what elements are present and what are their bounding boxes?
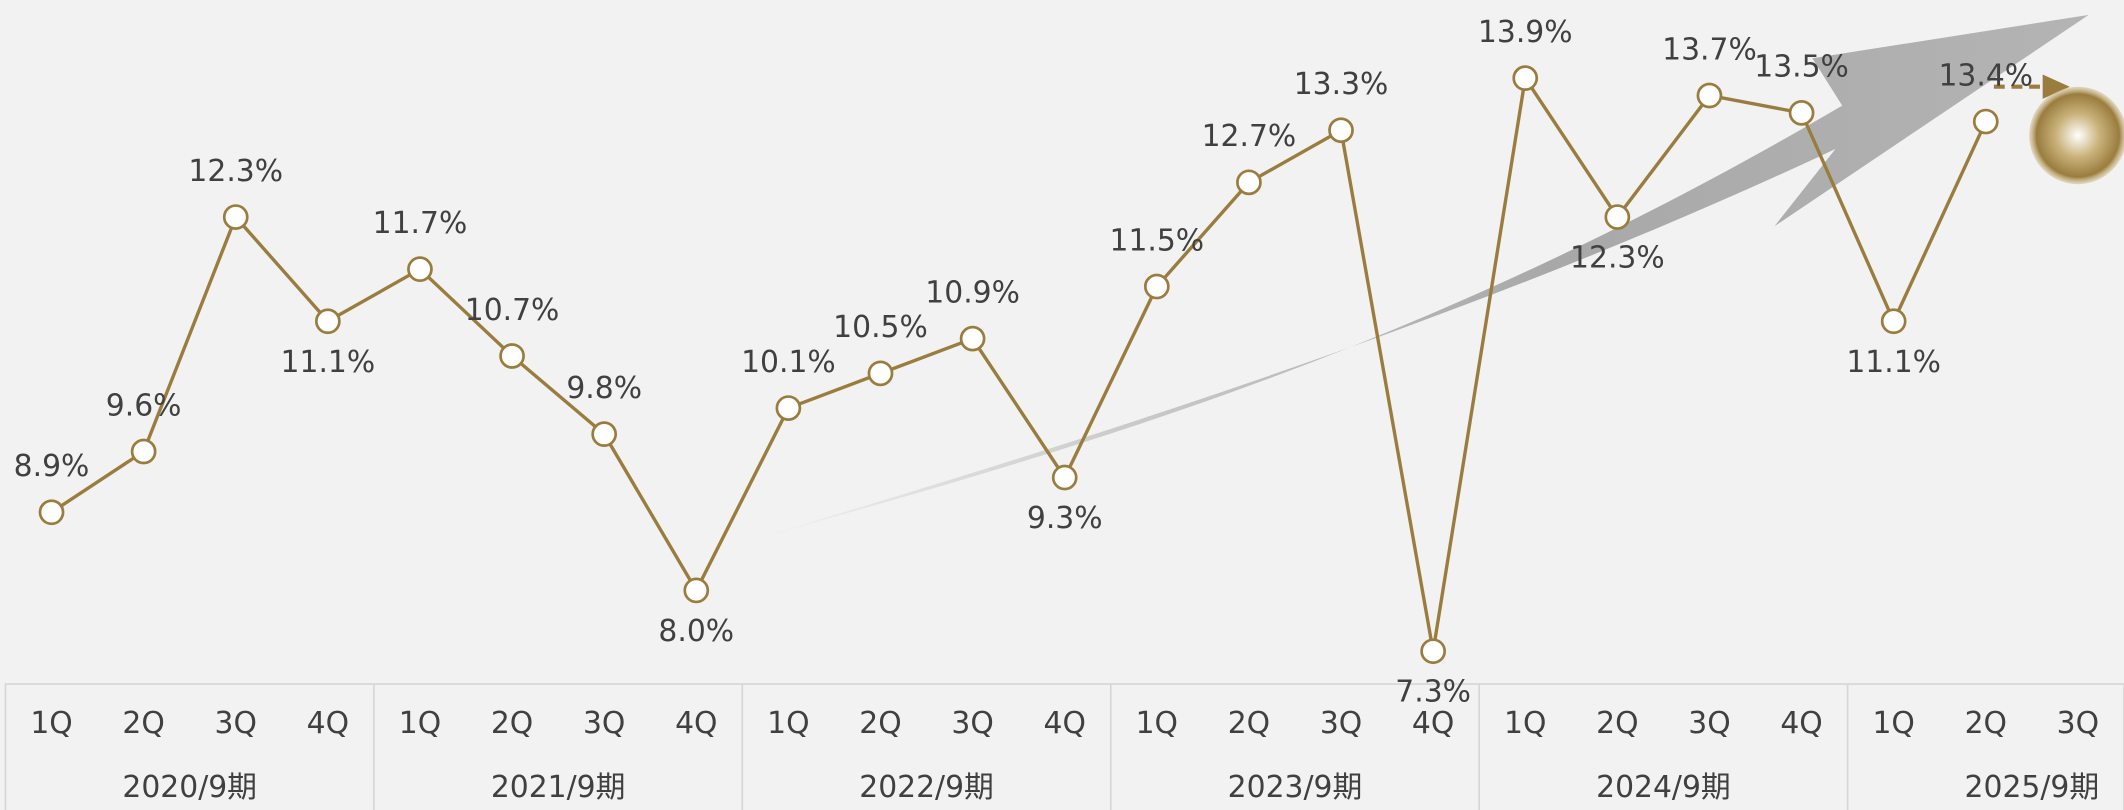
group-label: 2020/9期 — [122, 770, 257, 805]
x-tick-label: 1Q — [767, 706, 809, 741]
data-label: 10.5% — [833, 310, 928, 345]
data-point — [499, 343, 525, 369]
data-point — [683, 577, 710, 604]
data-label: 13.4% — [1938, 58, 2033, 93]
data-label: 7.3% — [1395, 675, 1471, 710]
data-point — [1972, 108, 1999, 135]
data-point — [1143, 273, 1170, 300]
x-tick-label: 3Q — [583, 706, 625, 741]
x-tick-label: 1Q — [399, 706, 441, 741]
data-label: 10.1% — [741, 345, 836, 380]
data-point — [1328, 117, 1354, 144]
x-tick-label: 4Q — [307, 706, 349, 741]
data-label: 9.8% — [566, 371, 642, 406]
data-point — [1696, 82, 1723, 109]
data-point — [591, 421, 618, 448]
data-point — [1880, 308, 1907, 335]
group-label: 2025/9期 — [1965, 770, 2100, 805]
data-label: 12.7% — [1202, 119, 1297, 154]
x-tick-label: 2Q — [1228, 706, 1270, 741]
group-label: 2022/9期 — [859, 770, 994, 805]
x-tick-label: 2Q — [1596, 706, 1638, 741]
x-tick-label: 2Q — [122, 706, 164, 741]
data-point — [222, 204, 249, 230]
data-label: 11.1% — [1846, 345, 1941, 380]
data-label: 13.7% — [1662, 32, 1757, 67]
x-tick-label: 1Q — [1136, 706, 1178, 741]
forecast-arrow-head — [2042, 74, 2070, 99]
data-label: 9.3% — [1027, 501, 1103, 536]
trend-arrow — [745, 14, 2089, 542]
x-tick-label: 4Q — [1044, 706, 1086, 741]
data-label: 8.9% — [14, 449, 90, 484]
data-label: 13.3% — [1294, 67, 1389, 102]
data-point — [1420, 638, 1447, 665]
group-label: 2023/9期 — [1228, 770, 1363, 805]
x-tick-label: 3Q — [1320, 706, 1362, 741]
data-label: 13.9% — [1478, 15, 1573, 50]
x-tick-label: 4Q — [675, 706, 717, 741]
data-point — [1604, 204, 1631, 230]
group-label: 2021/9期 — [491, 770, 626, 805]
x-tick-label: 1Q — [1504, 706, 1546, 741]
forecast-marker — [2029, 86, 2124, 185]
data-label: 12.3% — [188, 154, 283, 189]
x-tick-label: 1Q — [1872, 706, 1914, 741]
data-line — [50, 73, 1988, 652]
data-label: 10.9% — [925, 275, 1020, 310]
data-label: 11.1% — [281, 345, 376, 380]
data-point — [314, 308, 341, 335]
data-label: 10.7% — [465, 293, 560, 328]
x-tick-label: 2Q — [1965, 706, 2007, 741]
data-point — [775, 395, 802, 421]
data-label: 9.6% — [106, 388, 182, 423]
data-point — [130, 438, 157, 465]
data-label: 11.7% — [373, 206, 468, 241]
data-label: 8.0% — [658, 614, 734, 649]
group-label: 2024/9期 — [1596, 770, 1731, 805]
data-label: 12.3% — [1570, 241, 1665, 276]
data-point — [1236, 169, 1262, 196]
data-point — [867, 360, 894, 387]
data-label: 11.5% — [1110, 223, 1205, 258]
x-tick-label: 4Q — [1780, 706, 1822, 741]
x-tick-label: 3Q — [215, 706, 257, 741]
x-tick-label: 3Q — [2057, 706, 2099, 741]
data-point — [1512, 65, 1539, 92]
x-tick-label: 2Q — [491, 706, 533, 741]
data-point — [407, 256, 433, 283]
x-tick-label: 1Q — [30, 706, 72, 741]
x-tick-label: 2Q — [859, 706, 901, 741]
x-tick-label: 4Q — [1412, 706, 1454, 741]
data-point — [1051, 464, 1078, 491]
x-tick-label: 3Q — [951, 706, 993, 741]
data-point — [959, 325, 986, 352]
x-tick-label: 3Q — [1688, 706, 1730, 741]
data-point — [1788, 100, 1815, 126]
data-point — [38, 499, 65, 526]
data-label: 13.5% — [1754, 50, 1849, 85]
